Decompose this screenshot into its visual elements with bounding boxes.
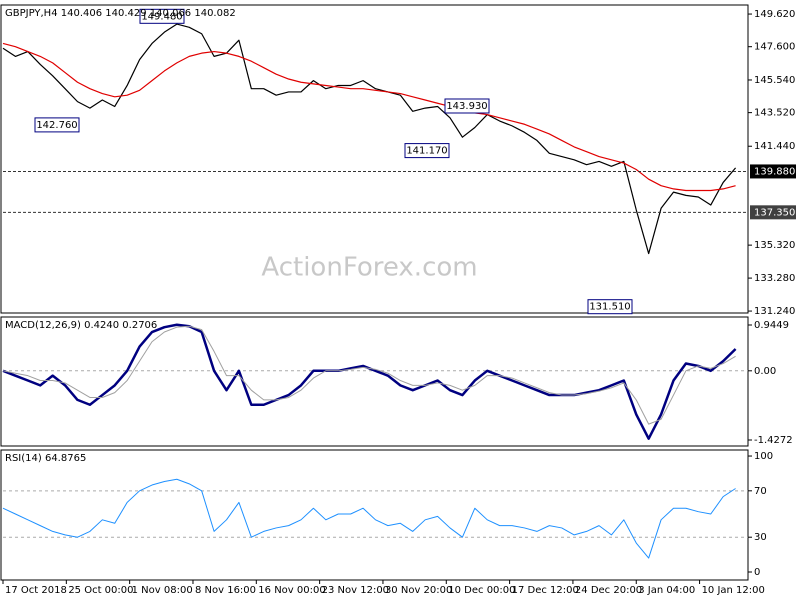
y-tick-label: 0 [754,567,760,578]
y-tick-label: 0.9449 [754,320,789,331]
annotation-box [444,98,490,114]
series-line [2,325,736,425]
y-tick-label: 30 [754,532,767,543]
x-tick-label: 10 Dec 00:00 [448,585,515,596]
watermark: ActionForex.com [261,253,477,283]
panel-frame [0,316,749,447]
series-line [2,23,737,255]
x-tick-label: 23 Nov 12:00 [322,585,389,596]
x-tick-label: 24 Dec 20:00 [575,585,642,596]
price-label: 139.880 [754,166,795,177]
annotation-label: 149.480 [141,11,182,22]
y-tick-label: 0.00 [754,366,776,377]
y-tick-label: 100 [754,451,773,462]
y-tick-label: 147.600 [754,42,795,53]
panel-frame [0,4,749,314]
x-tick-label: 8 Nov 16:00 [195,585,256,596]
panel-title: MACD(12,26,9) 0.4240 0.2706 [5,320,157,331]
x-tick-label: 16 Nov 00:00 [258,585,325,596]
y-tick-label: 131.240 [754,306,795,317]
annotation-label: 143.930 [446,101,487,112]
x-tick-label: 3 Jan 04:00 [638,585,695,596]
panel-title: GBPJPY,H4 140.406 140.429 140.066 140.08… [5,8,236,19]
annotation-box [34,117,80,133]
price-label-box [750,205,796,220]
y-tick-label: 70 [754,486,767,497]
annotation-label: 142.760 [36,120,77,131]
annotation-label: 131.510 [589,302,630,313]
x-tick-label: 25 Oct 00:00 [68,585,133,596]
series-line [2,323,737,440]
y-tick-label: 145.540 [754,75,795,86]
y-tick-label: 143.520 [754,108,795,119]
y-tick-label: 135.320 [754,240,795,251]
y-tick-label: 149.620 [754,9,795,20]
x-tick-label: 30 Nov 20:00 [385,585,452,596]
series-line [2,478,736,559]
y-tick-label: -1.4272 [754,435,793,446]
x-tick-label: 1 Nov 08:00 [132,585,193,596]
x-tick-label: 17 Dec 12:00 [512,585,579,596]
price-label: 137.350 [754,207,795,218]
y-tick-label: 133.280 [754,273,795,284]
panel-title: RSI(14) 64.8765 [5,453,86,464]
x-tick-label: 10 Jan 12:00 [702,585,765,596]
panel-frame [0,449,749,581]
y-tick-label: 141.440 [754,141,795,152]
annotation-box [139,8,185,24]
annotation-label: 141.170 [406,146,447,157]
series-line [2,42,736,192]
x-tick-label: 17 Oct 2018 [5,585,67,596]
annotation-box [404,143,450,159]
price-label-box [750,164,796,179]
annotation-box [587,299,633,315]
